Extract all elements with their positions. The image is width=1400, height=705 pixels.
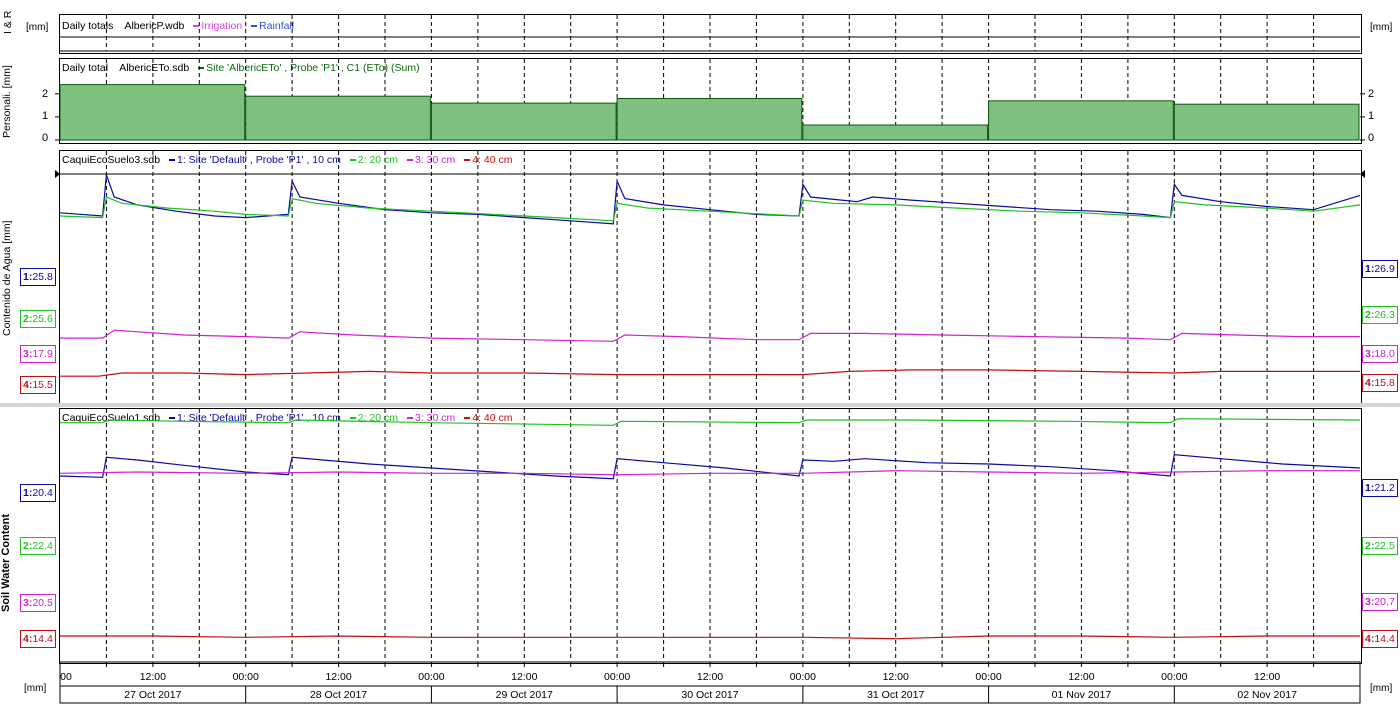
legend-s3-10cm[interactable]: 1: Site 'Default' , Probe 'P1' , 10 cm (177, 154, 341, 166)
eto-bar (59, 84, 246, 141)
scroll-marker-right (1360, 170, 1365, 178)
s3-right-badge-3: 3:18.0 (1362, 345, 1398, 363)
s3-left-badge-2: 2:25.6 (20, 310, 56, 328)
eto-ytick-left-1: 1 (42, 110, 49, 122)
legend-eto[interactable]: Site 'AlbericETo' , Probe 'P1' , C1 (ETo… (206, 62, 420, 74)
irrigation-title: Daily totals (62, 20, 114, 32)
eto-header: Daily total AlbericETo.sdb Site 'Alberic… (62, 61, 420, 75)
irrigation-unit-right: [mm] (1370, 22, 1393, 33)
time-tick-label: 00:00 (418, 671, 445, 683)
scroll-marker-left (55, 170, 60, 178)
suelo1-series-3 (59, 470, 1360, 476)
s3-left-badge-3: 3:17.9 (20, 345, 56, 363)
irrigation-panel[interactable] (59, 14, 1362, 54)
suelo3-series-1 (59, 174, 1361, 225)
eto-file: AlbericETo.sdb (119, 62, 190, 74)
legend-s1-10cm[interactable]: 1: Site 'Default' , Probe 'P1' , 10 cm (177, 412, 341, 424)
time-tick-label: 12:00 (882, 671, 909, 683)
legend-swatch-eto (198, 67, 205, 70)
eto-bar (616, 98, 803, 141)
s3-right-badge-4: 4:15.8 (1362, 374, 1398, 392)
legend-s3-30cm[interactable]: 3: 30 cm (414, 154, 456, 166)
time-tick-label: 00 (60, 671, 72, 683)
legend-swatch-s3-2 (349, 159, 356, 162)
eto-ytick-right-0: 0 (1368, 132, 1375, 144)
legend-swatch-s1-4 (464, 417, 471, 420)
date-label: 30 Oct 2017 (681, 689, 739, 701)
s1-right-badge-2: 2:22.5 (1362, 537, 1398, 555)
legend-s1-40cm[interactable]: 4: 40 cm (472, 412, 513, 424)
time-tick-label: 12:00 (325, 671, 352, 683)
legend-s1-30cm[interactable]: 3: 30 cm (414, 412, 456, 424)
legend-rainfall[interactable]: Rainfall (259, 20, 295, 32)
axis-unit-left: [mm] (24, 683, 47, 694)
irrigation-unit-left: [mm] (26, 22, 49, 33)
legend-swatch-rainfall (251, 25, 258, 28)
date-label: 01 Nov 2017 (1051, 689, 1112, 701)
time-tick-label: 00:00 (604, 671, 631, 683)
legend-swatch-s1-3 (406, 417, 413, 420)
s3-left-badge-4: 4:15.5 (20, 376, 56, 394)
s1-left-badge-3: 3:20.5 (20, 594, 56, 612)
eto-ytick-right-2: 2 (1368, 88, 1375, 100)
time-tick-label: 12:00 (1254, 671, 1281, 683)
eto-bar (1173, 103, 1360, 141)
eto-ytick-right-1: 1 (1368, 110, 1375, 122)
time-tick-label: 12:00 (511, 671, 538, 683)
legend-swatch-s1-1 (169, 417, 175, 420)
legend-swatch-s3-3 (406, 159, 413, 162)
suelo1-series-2 (60, 418, 1361, 426)
eto-bar (430, 102, 617, 141)
eto-ytick-left-0: 0 (42, 132, 49, 144)
time-tick-label: 12:00 (139, 671, 166, 683)
s1-left-badge-1: 1:20.4 (20, 484, 56, 502)
date-label: 02 Nov 2017 (1237, 689, 1297, 701)
axis-unit-right: [mm] (1370, 683, 1393, 694)
legend-s3-40cm[interactable]: 4: 40 cm (472, 154, 513, 166)
suelo3-header: CaquiEcoSuelo3.sdb 1: Site 'Default' , P… (62, 153, 512, 167)
date-label: 29 Oct 2017 (495, 689, 553, 701)
suelo3-series-2 (59, 196, 1361, 222)
eto-bar (988, 100, 1174, 141)
time-tick-label: 00:00 (975, 671, 1002, 683)
irrigation-file: AlbericP.wdb (124, 20, 185, 32)
s3-right-badge-2: 2:26.3 (1362, 306, 1398, 324)
date-axis-frame (59, 685, 1361, 704)
legend-irrigation[interactable]: Irrigation (201, 20, 243, 32)
date-label: 31 Oct 2017 (867, 689, 925, 701)
legend-swatch-s3-4 (464, 159, 471, 162)
suelo1-header: CaquiEcoSuelo1.sdb 1: Site 'Default' , P… (62, 411, 512, 425)
suelo3-file: CaquiEcoSuelo3.sdb (62, 154, 161, 166)
s3-right-badge-1: 1:26.9 (1362, 260, 1398, 278)
s1-left-badge-4: 4:14.4 (20, 630, 56, 648)
s1-left-badge-2: 2:22.4 (20, 537, 56, 555)
suelo3-series-4 (60, 369, 1360, 377)
panel-separator[interactable] (0, 403, 1400, 407)
irrigation-header: Daily totals AlbericP.wdb Irrigation Rai… (62, 19, 294, 33)
s1-right-badge-3: 3:20.7 (1362, 593, 1398, 611)
date-label: 28 Oct 2017 (309, 689, 368, 701)
eto-bar (245, 95, 431, 141)
s1-right-badge-4: 4:14.4 (1362, 630, 1398, 648)
s1-right-badge-1: 1:21.2 (1362, 479, 1398, 497)
time-tick-label: 12:00 (1068, 671, 1095, 683)
legend-s3-20cm[interactable]: 2: 20 cm (357, 154, 399, 166)
suelo1-series-4 (60, 635, 1360, 640)
legend-swatch-s3-1 (169, 159, 175, 162)
time-tick-label: 00:00 (232, 671, 259, 683)
eto-title: Daily total (62, 62, 109, 74)
time-tick-label: 00:00 (789, 671, 816, 683)
time-tick-label: 12:00 (696, 671, 724, 683)
legend-swatch-irrigation (193, 25, 200, 28)
suelo1-series-1 (59, 454, 1361, 480)
eto-bar (802, 124, 989, 141)
date-label: 27 Oct 2017 (124, 689, 182, 701)
eto-ytick-left-2: 2 (42, 88, 49, 100)
legend-swatch-s1-2 (349, 417, 356, 420)
suelo3-series-3 (60, 329, 1360, 342)
s3-left-badge-1: 1:25.8 (20, 268, 56, 286)
time-tick-label: 00:00 (1161, 671, 1188, 683)
